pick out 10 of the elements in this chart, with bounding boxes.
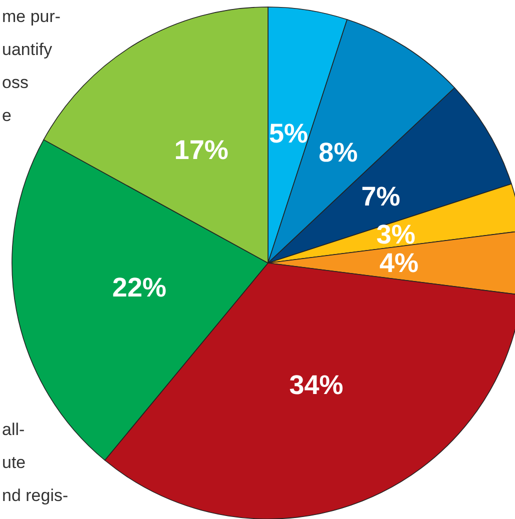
data-label: 34%: [289, 370, 344, 400]
data-label: 17%: [174, 135, 228, 166]
data-label: 4%: [379, 248, 419, 278]
text: all- ute nd regis-: [2, 420, 68, 505]
data-label: 22%: [112, 272, 166, 303]
text: me pur- uantify oss e: [2, 7, 61, 125]
data-label: 7%: [361, 181, 400, 212]
data-label: 3%: [376, 219, 416, 250]
data-label: 5%: [268, 118, 308, 149]
data-label: 8%: [318, 137, 358, 168]
